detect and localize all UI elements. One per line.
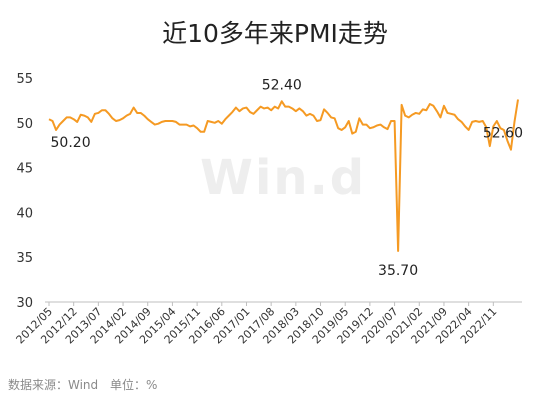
data-label: 35.70 — [378, 263, 418, 279]
series-line-pmi — [48, 99, 519, 252]
source-label: 数据来源：Wind — [8, 378, 99, 392]
y-tick-label: 40 — [16, 206, 33, 221]
data-label: 50.20 — [51, 135, 91, 151]
data-label: 52.40 — [262, 77, 302, 93]
source-note: 数据来源：Wind 单位：% — [8, 376, 165, 393]
y-tick-label: 35 — [16, 251, 33, 266]
y-tick-label: 30 — [16, 296, 33, 311]
y-tick-label: 45 — [16, 162, 33, 177]
y-tick-label: 55 — [16, 72, 33, 87]
data-label: 52.60 — [483, 126, 523, 142]
wind-watermark: Win.d — [200, 150, 367, 206]
chart-title: 近10多年来PMI走势 — [162, 19, 388, 48]
y-tick-label: 50 — [16, 117, 33, 132]
unit-label: 单位：% — [110, 378, 158, 392]
